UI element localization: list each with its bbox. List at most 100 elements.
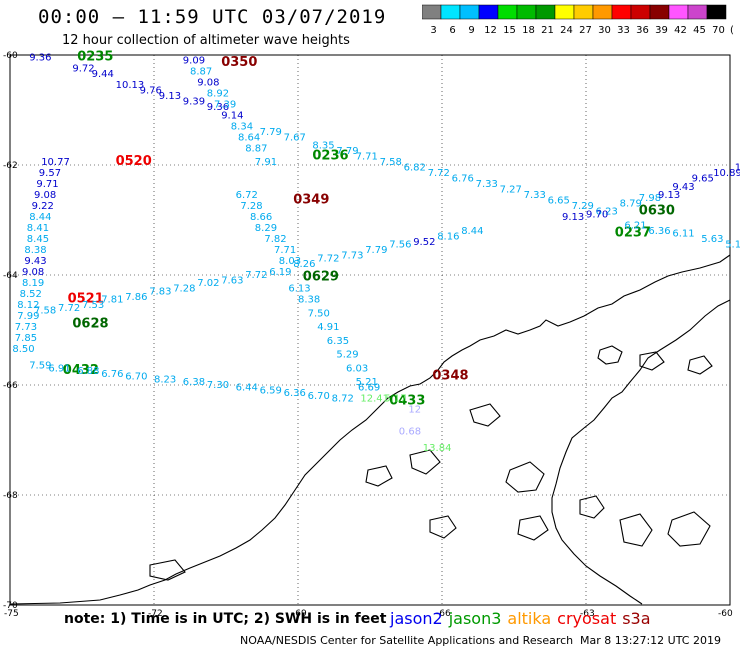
wave-height-label: 9.08 <box>34 190 56 201</box>
wave-height-label: 5.17 <box>384 394 406 405</box>
wave-height-label: 7.73 <box>15 322 37 333</box>
pass-time-label: 0520 <box>116 154 152 169</box>
wave-height-label: 6.21 <box>624 220 646 231</box>
island <box>667 511 711 547</box>
pass-time-label: 0433 <box>389 393 425 408</box>
island <box>619 513 653 547</box>
wave-height-label: 5.10 <box>725 240 740 251</box>
wave-height-label: 8.72 <box>332 394 354 405</box>
wave-height-label: 7.33 <box>524 190 546 201</box>
wave-height-label: 10.13 <box>116 80 145 91</box>
wave-height-label: 8.16 <box>437 231 459 242</box>
wave-height-label: 8.34 <box>231 121 253 132</box>
wave-height-label: 9.13 <box>159 91 181 102</box>
credit-text: NOAA/NESDIS Center for Satellite Applica… <box>240 634 574 647</box>
wave-height-label: 7.63 <box>221 275 243 286</box>
legend-cryosat: cryosat <box>557 609 617 628</box>
map-frame <box>9 54 731 606</box>
wave-height-label: 9.52 <box>413 237 435 248</box>
wave-height-label: 7.58 <box>380 157 402 168</box>
wave-height-label: 7.28 <box>240 201 262 212</box>
island <box>687 355 713 375</box>
wave-height-label: 7.72 <box>317 253 339 264</box>
lat-tick-label: -68 <box>3 491 18 501</box>
wave-height-label: 6.44 <box>236 383 258 394</box>
wave-height-label: 9.72 <box>72 64 94 75</box>
wave-height-label: 8.35 <box>312 141 334 152</box>
wave-height-label: 9.70 <box>586 209 608 220</box>
coastline <box>9 254 731 605</box>
wave-height-label: 9.13 <box>658 190 680 201</box>
wave-height-label: 8.79 <box>620 198 642 209</box>
scale-tick-label: 33 <box>617 25 630 36</box>
wave-height-label: 6.65 <box>548 196 570 207</box>
wave-height-label: 7.27 <box>500 185 522 196</box>
wave-height-label: 7.72 <box>245 270 267 281</box>
map-title: 00:00 – 11:59 UTC 03/07/2019 <box>38 6 387 28</box>
wave-height-label: 7.29 <box>572 201 594 212</box>
wave-height-label: 9.44 <box>92 69 114 80</box>
wave-height-label: 7.98 <box>639 193 661 204</box>
wave-height-label: 6.91 <box>48 363 70 374</box>
wave-height-label: 7.59 <box>29 361 51 372</box>
scale-tick-label: 21 <box>541 25 554 36</box>
legend-jason3: jason3 <box>448 609 502 628</box>
wave-height-label: 7.81 <box>101 295 123 306</box>
wave-height-label: 6.13 <box>288 284 310 295</box>
pass-time-label: 0432 <box>63 363 99 378</box>
wave-height-label: 8.66 <box>250 212 272 223</box>
pass-time-label: 0629 <box>303 270 339 285</box>
wave-height-label: 8.12 <box>17 300 39 311</box>
scale-tick-label: 36 <box>636 25 649 36</box>
scale-unit: (ft) <box>730 25 734 36</box>
scale-tick-label: 6 <box>449 25 455 36</box>
island <box>639 351 665 371</box>
island <box>597 345 623 365</box>
wave-height-label: 7.56 <box>389 240 411 251</box>
scale-tick-label: 45 <box>693 25 706 36</box>
lon-tick-label: -69 <box>292 609 307 619</box>
island <box>517 515 549 541</box>
wave-height-label: 9.39 <box>183 97 205 108</box>
wave-height-label: 7.72 <box>428 168 450 179</box>
wave-height-label: 7.91 <box>255 157 277 168</box>
wave-height-label: 8.45 <box>27 234 49 245</box>
lon-tick-label: -72 <box>148 609 163 619</box>
wave-height-label: 4.91 <box>317 322 339 333</box>
wave-height-label: 7.53 <box>82 300 104 311</box>
island <box>409 449 441 475</box>
wave-height-label: 10.89 <box>713 168 740 179</box>
wave-height-label: 9.08 <box>22 267 44 278</box>
scale-tick-label: 27 <box>579 25 592 36</box>
wave-height-label: 9.36 <box>29 53 51 64</box>
wave-height-label: 13.84 <box>423 443 452 454</box>
wave-height-label: 9.76 <box>140 86 162 97</box>
wave-height-label: 8.87 <box>245 143 267 154</box>
lon-tick-label: -60 <box>718 609 733 619</box>
wave-height-label: 8.03 <box>279 256 301 267</box>
scale-tick-label: 9 <box>468 25 474 36</box>
wave-height-label: 6.70 <box>308 391 330 402</box>
wave-height-label: 7.99 <box>17 311 39 322</box>
wave-height-label: 6.36 <box>284 388 306 399</box>
wave-height-label: 0.68 <box>399 427 421 438</box>
wave-height-label: 9.43 <box>24 256 46 267</box>
wave-height-label: 9.43 <box>672 182 694 193</box>
wave-height-label: 9.71 <box>36 179 58 190</box>
wave-height-label: 7.67 <box>284 132 306 143</box>
wave-height-label: 9.22 <box>32 201 54 212</box>
wave-height-label: 7.71 <box>274 245 296 256</box>
wave-height-label: 7.86 <box>125 292 147 303</box>
wave-height-label: 9.14 <box>221 110 243 121</box>
wave-height-label: 6.35 <box>327 336 349 347</box>
wave-height-label: 7.71 <box>356 152 378 163</box>
wave-height-label: 9.13 <box>562 212 584 223</box>
wave-height-label: 9.08 <box>197 77 219 88</box>
lon-tick-label: -75 <box>4 609 19 619</box>
scale-tick-label: 30 <box>598 25 611 36</box>
wave-height-label: 7.28 <box>173 284 195 295</box>
wave-height-label: 7.73 <box>341 251 363 262</box>
wave-height-label: 8.41 <box>27 223 49 234</box>
